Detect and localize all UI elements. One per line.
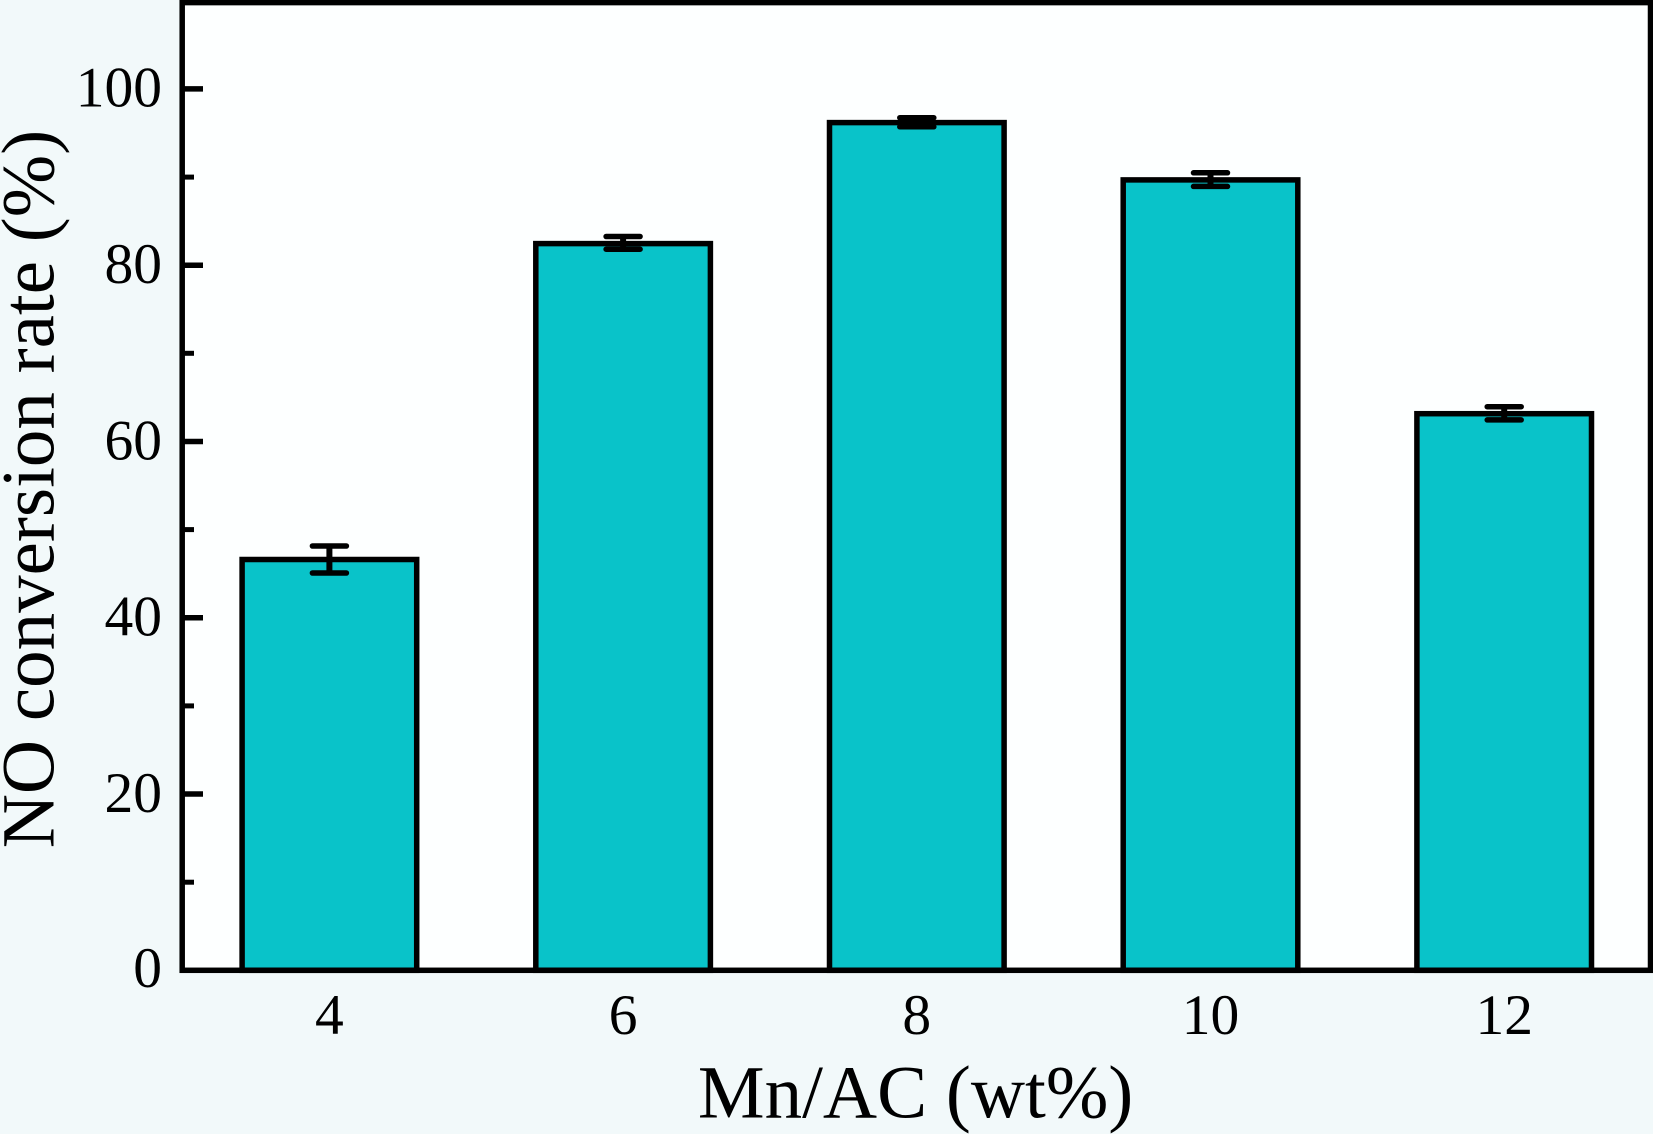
svg-text:8: 8	[902, 984, 931, 1047]
svg-text:Mn/AC (wt%): Mn/AC (wt%)	[698, 1052, 1133, 1134]
svg-text:NO conversion rate (%): NO conversion rate (%)	[0, 130, 71, 848]
svg-text:4: 4	[315, 984, 344, 1047]
svg-text:80: 80	[105, 233, 163, 296]
svg-text:6: 6	[609, 984, 638, 1047]
svg-text:10: 10	[1182, 984, 1240, 1047]
svg-text:40: 40	[105, 586, 163, 649]
svg-text:12: 12	[1475, 984, 1533, 1047]
svg-text:0: 0	[133, 937, 162, 1000]
svg-text:100: 100	[76, 57, 162, 120]
svg-text:60: 60	[105, 409, 163, 472]
svg-text:20: 20	[105, 762, 163, 825]
